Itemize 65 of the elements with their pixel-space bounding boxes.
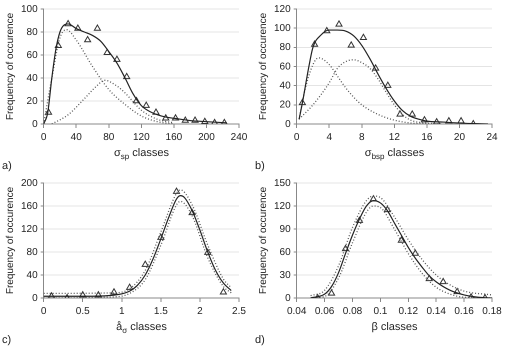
x-tick-label: 80 — [103, 132, 115, 143]
y-tick-label: 100 — [274, 22, 292, 34]
x-tick-label: 0 — [294, 132, 300, 143]
y-tick-label: 40 — [26, 270, 38, 281]
x-tick-label: 0.5 — [76, 306, 90, 317]
y-axis-title: Frequency of occurence — [4, 12, 16, 120]
x-tick-label: 0 — [40, 132, 47, 143]
y-tick-label: 60 — [26, 50, 38, 61]
y-tick-label: 0 — [32, 118, 38, 130]
x-tick-label: 240 — [230, 132, 248, 143]
y-axis-title: Frequency of occurence — [258, 186, 269, 294]
x-tick-label: 40 — [70, 132, 82, 143]
x-tick-label: 0 — [40, 306, 47, 317]
x-tick-label: 200 — [198, 132, 216, 143]
x-tick-label: 20 — [454, 132, 466, 143]
y-tick-label: 150 — [274, 178, 292, 189]
x-tick-label: 0.1 — [373, 306, 388, 317]
y-tick-label: 40 — [26, 72, 38, 84]
y-tick-label: 0 — [285, 118, 292, 130]
y-tick-label: 80 — [26, 246, 38, 258]
y-tick-label: 20 — [280, 100, 292, 111]
y-tick-label: 40 — [280, 80, 292, 92]
y-tick-label: 0 — [32, 292, 38, 304]
x-tick-label: 24 — [486, 132, 498, 143]
text: a) — [2, 160, 12, 172]
x-axis-title: σ$_{sp}$ classes — [113, 147, 170, 162]
x-axis-title: å$_{σ}$ classes — [115, 321, 168, 336]
y-tick-label: 200 — [20, 178, 38, 189]
y-tick-label: 0 — [285, 292, 292, 304]
x-tick-label: 120 — [133, 132, 150, 143]
y-tick-label: 60 — [280, 246, 292, 258]
x-tick-label: 2 — [197, 306, 204, 317]
x-axis-title: σ$_{bsp}$ classes — [364, 147, 426, 162]
y-tick-label: 90 — [280, 224, 292, 235]
x-tick-label: 160 — [166, 132, 183, 143]
x-tick-label: 8 — [359, 132, 366, 143]
y-tick-label: 30 — [280, 270, 292, 281]
y-axis-title: Frequency of occurence — [4, 186, 16, 294]
y-tick-label: 60 — [280, 61, 292, 72]
x-tick-label: 0.08 — [342, 306, 363, 317]
x-tick-label: 2.5 — [232, 306, 246, 317]
text: b) — [255, 160, 265, 172]
x-tick-label: 0.04 — [286, 306, 307, 317]
y-tick-label: 100 — [20, 4, 38, 15]
x-tick-label: 0.18 — [482, 306, 502, 317]
y-tick-label: 80 — [26, 26, 38, 38]
x-axis-title: β classes — [370, 321, 419, 333]
x-tick-label: 0.14 — [426, 306, 446, 317]
x-tick-label: 0.12 — [398, 306, 418, 317]
y-axis-title: Frequency of occurence — [258, 12, 269, 120]
x-tick-label: 1 — [119, 306, 126, 317]
y-tick-label: 120 — [274, 200, 292, 212]
x-tick-label: 12 — [388, 132, 400, 143]
x-tick-label: 0.16 — [454, 306, 474, 317]
y-tick-label: 120 — [274, 4, 292, 15]
y-tick-label: 160 — [20, 200, 38, 212]
y-tick-label: 80 — [280, 42, 292, 54]
y-tick-label: 120 — [20, 224, 38, 235]
text: d) — [255, 334, 265, 346]
y-tick-label: 20 — [26, 96, 38, 107]
x-tick-label: 4 — [326, 132, 332, 143]
x-tick-label: 1.5 — [154, 306, 168, 317]
text: c) — [2, 334, 12, 346]
x-tick-label: 16 — [421, 132, 433, 143]
x-tick-label: 0.06 — [314, 306, 335, 317]
